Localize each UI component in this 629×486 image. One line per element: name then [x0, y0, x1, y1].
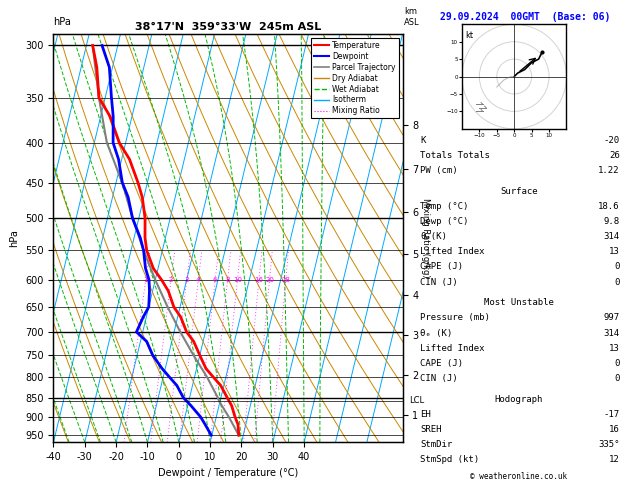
- Text: PW (cm): PW (cm): [420, 166, 458, 175]
- Text: 2: 2: [169, 277, 173, 283]
- Text: LCL: LCL: [409, 396, 425, 405]
- Text: 335°: 335°: [598, 440, 620, 449]
- Y-axis label: Mixing Ratio (g/kg): Mixing Ratio (g/kg): [421, 198, 430, 278]
- Text: 13: 13: [609, 344, 620, 353]
- Text: 16: 16: [255, 277, 264, 283]
- Text: 16: 16: [609, 425, 620, 434]
- Text: CAPE (J): CAPE (J): [420, 359, 463, 368]
- Text: Dewp (°C): Dewp (°C): [420, 217, 469, 226]
- Text: kt: kt: [465, 31, 474, 40]
- Text: StmSpd (kt): StmSpd (kt): [420, 455, 479, 464]
- Text: 0: 0: [614, 374, 620, 383]
- Text: Totals Totals: Totals Totals: [420, 151, 490, 160]
- Text: Lifted Index: Lifted Index: [420, 344, 485, 353]
- Text: km
ASL: km ASL: [404, 7, 420, 27]
- Text: 6: 6: [213, 277, 218, 283]
- Text: 29.09.2024  00GMT  (Base: 06): 29.09.2024 00GMT (Base: 06): [440, 12, 610, 22]
- Text: Hodograph: Hodograph: [495, 395, 543, 404]
- Text: 8: 8: [225, 277, 230, 283]
- Text: 314: 314: [603, 232, 620, 242]
- Text: EH: EH: [420, 410, 431, 419]
- Text: 28: 28: [281, 277, 290, 283]
- Text: θₑ (K): θₑ (K): [420, 329, 452, 338]
- Text: Surface: Surface: [500, 187, 538, 196]
- Text: CAPE (J): CAPE (J): [420, 262, 463, 272]
- Text: CIN (J): CIN (J): [420, 278, 458, 287]
- Text: 997: 997: [603, 313, 620, 323]
- Text: CIN (J): CIN (J): [420, 374, 458, 383]
- Text: 0: 0: [614, 262, 620, 272]
- Text: hPa: hPa: [53, 17, 71, 27]
- Text: 0: 0: [614, 359, 620, 368]
- Text: Lifted Index: Lifted Index: [420, 247, 485, 257]
- Text: 13: 13: [609, 247, 620, 257]
- X-axis label: Dewpoint / Temperature (°C): Dewpoint / Temperature (°C): [158, 468, 298, 478]
- Y-axis label: hPa: hPa: [9, 229, 19, 247]
- Text: 0: 0: [614, 278, 620, 287]
- Text: -20: -20: [603, 136, 620, 145]
- Text: 20: 20: [265, 277, 274, 283]
- Text: 18.6: 18.6: [598, 202, 620, 211]
- Text: 1.22: 1.22: [598, 166, 620, 175]
- Text: 4: 4: [196, 277, 201, 283]
- Legend: Temperature, Dewpoint, Parcel Trajectory, Dry Adiabat, Wet Adiabat, Isotherm, Mi: Temperature, Dewpoint, Parcel Trajectory…: [311, 38, 399, 119]
- Text: -17: -17: [603, 410, 620, 419]
- Text: Temp (°C): Temp (°C): [420, 202, 469, 211]
- Text: 3: 3: [184, 277, 189, 283]
- Text: 9.8: 9.8: [603, 217, 620, 226]
- Text: 10: 10: [233, 277, 242, 283]
- Text: 314: 314: [603, 329, 620, 338]
- Text: 26: 26: [609, 151, 620, 160]
- Text: Most Unstable: Most Unstable: [484, 298, 554, 308]
- Text: Pressure (mb): Pressure (mb): [420, 313, 490, 323]
- Text: © weatheronline.co.uk: © weatheronline.co.uk: [470, 472, 567, 481]
- Title: 38°17'N  359°33'W  245m ASL: 38°17'N 359°33'W 245m ASL: [135, 22, 321, 32]
- Text: 12: 12: [609, 455, 620, 464]
- Text: SREH: SREH: [420, 425, 442, 434]
- Text: K: K: [420, 136, 426, 145]
- Text: θₑ(K): θₑ(K): [420, 232, 447, 242]
- Text: 1: 1: [143, 277, 148, 283]
- Text: StmDir: StmDir: [420, 440, 452, 449]
